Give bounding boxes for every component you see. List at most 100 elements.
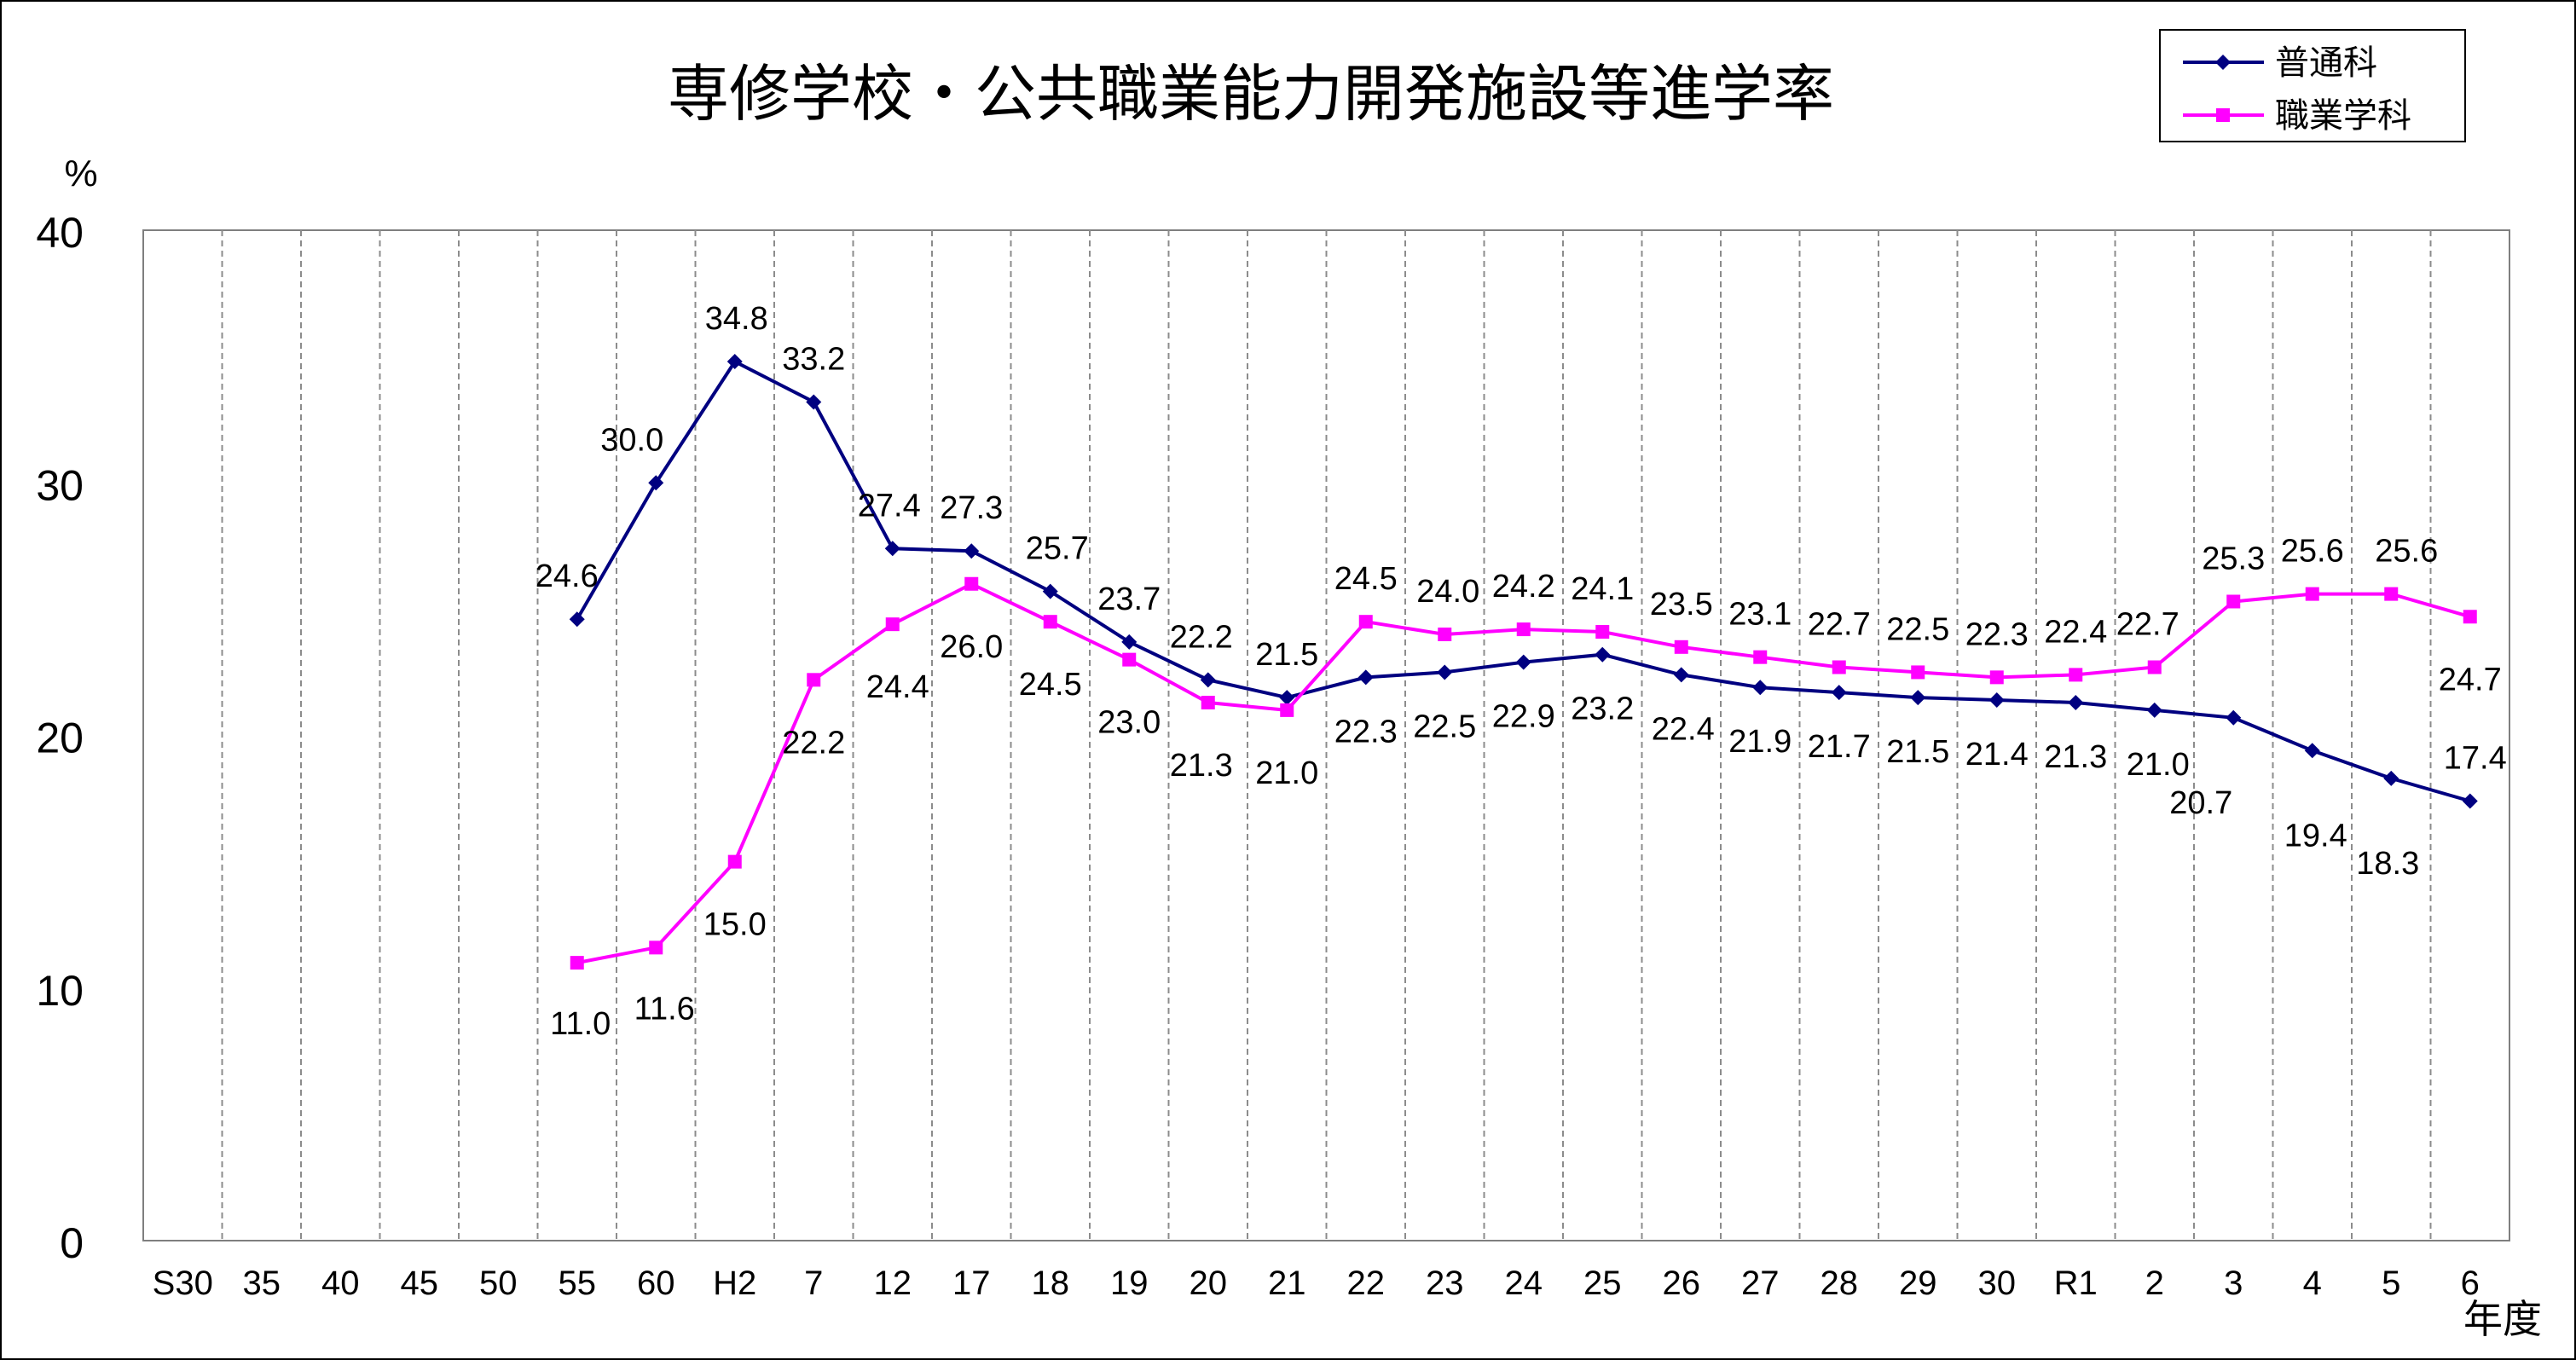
data-label: 24.7 bbox=[2439, 662, 2502, 697]
series-layer: 24.6 30.0 34.8 33.2 27.4 27.3 25.723.7 22.2 21.5… bbox=[535, 301, 2507, 1042]
grid-lines bbox=[221, 230, 2432, 1241]
legend-box bbox=[2159, 29, 2466, 142]
y-tick-label: 20 bbox=[36, 715, 84, 762]
data-label: 24.1 bbox=[1571, 571, 1634, 607]
data-point-marker bbox=[2304, 743, 2320, 759]
data-point-marker bbox=[1279, 690, 1295, 706]
data-label: 22.7 bbox=[1808, 607, 1871, 643]
y-axis: 0 10 20 30 40 bbox=[36, 209, 84, 1267]
data-point-marker bbox=[1989, 670, 2004, 685]
data-label: 26.0 bbox=[940, 629, 1003, 665]
data-point-marker bbox=[1673, 667, 1689, 683]
data-label: 23.7 bbox=[1097, 582, 1161, 617]
data-point-marker bbox=[1595, 625, 1610, 639]
x-tick-label: 45 bbox=[401, 1265, 439, 1302]
data-point-marker bbox=[2069, 668, 2083, 682]
y-tick-label: 40 bbox=[36, 209, 84, 257]
data-label: 21.3 bbox=[2044, 739, 2107, 775]
data-label: 30.0 bbox=[600, 422, 663, 458]
data-label: 24.0 bbox=[1416, 574, 1479, 610]
legend-label: 普通科 bbox=[2275, 44, 2377, 82]
data-label: 25.3 bbox=[2202, 541, 2265, 576]
data-point-marker bbox=[1121, 634, 1137, 650]
x-tick-label: 21 bbox=[1268, 1265, 1306, 1302]
data-point-marker bbox=[1911, 665, 1925, 680]
x-tick-label: 6 bbox=[2461, 1265, 2480, 1302]
x-tick-label: 18 bbox=[1032, 1265, 1070, 1302]
y-tick-label: 10 bbox=[36, 967, 84, 1015]
data-point-marker bbox=[1753, 650, 1768, 664]
x-unit-label: 年度 bbox=[2463, 1297, 2542, 1341]
data-label: 25.6 bbox=[2375, 534, 2438, 570]
data-point-marker bbox=[1674, 639, 1688, 654]
y-tick-label: 0 bbox=[60, 1219, 84, 1267]
data-point-marker bbox=[1988, 692, 2005, 709]
data-point-marker bbox=[1201, 695, 1215, 709]
x-tick-label: 7 bbox=[804, 1265, 823, 1302]
data-label: 21.7 bbox=[1808, 729, 1871, 765]
x-tick-label: 17 bbox=[952, 1265, 991, 1302]
data-point-marker bbox=[1516, 622, 1531, 637]
x-tick-label: 5 bbox=[2382, 1265, 2400, 1302]
y-unit-label: % bbox=[64, 153, 97, 194]
data-label: 18.3 bbox=[2356, 846, 2419, 882]
data-label: 22.3 bbox=[1334, 714, 1398, 749]
data-label: 23.1 bbox=[1728, 597, 1792, 633]
data-point-marker bbox=[1437, 664, 1453, 680]
data-label: 20.7 bbox=[2169, 785, 2232, 821]
x-axis: S30 35 40 45 50 55 60 H2 7 12 17 18 19 20 21 22 23 24 25 26… bbox=[153, 1265, 2480, 1302]
data-label: 33.2 bbox=[782, 341, 845, 377]
data-label: 21.3 bbox=[1170, 748, 1233, 784]
data-point-marker bbox=[1280, 703, 1294, 717]
data-point-marker bbox=[2383, 770, 2399, 786]
x-tick-label: 30 bbox=[1978, 1265, 2017, 1302]
data-point-marker bbox=[1910, 690, 1926, 706]
x-tick-label: 2 bbox=[2145, 1265, 2164, 1302]
data-point-marker bbox=[1122, 652, 1137, 667]
y-tick-label: 30 bbox=[36, 461, 84, 509]
data-point-marker bbox=[1043, 615, 1057, 629]
data-point-marker bbox=[726, 354, 743, 370]
data-point-marker bbox=[569, 611, 585, 628]
x-tick-label: 24 bbox=[1505, 1265, 1543, 1302]
data-label: 21.0 bbox=[1255, 755, 1318, 791]
x-tick-label: R1 bbox=[2054, 1265, 2098, 1302]
x-tick-label: 19 bbox=[1110, 1265, 1149, 1302]
x-tick-label: H2 bbox=[713, 1265, 756, 1302]
data-label: 27.3 bbox=[940, 490, 1003, 526]
data-point-marker bbox=[2068, 694, 2084, 710]
x-tick-label: 12 bbox=[874, 1265, 912, 1302]
data-point-marker bbox=[2226, 594, 2241, 609]
data-label: 24.5 bbox=[1019, 667, 1082, 703]
data-label: 22.4 bbox=[2044, 614, 2107, 650]
data-point-marker bbox=[806, 394, 822, 410]
x-tick-label: 26 bbox=[1663, 1265, 1701, 1302]
x-tick-label: 22 bbox=[1347, 1265, 1386, 1302]
data-point-marker bbox=[2147, 660, 2162, 674]
data-label: 22.3 bbox=[1965, 616, 2029, 652]
data-point-marker bbox=[1358, 615, 1373, 629]
data-point-marker bbox=[2462, 793, 2478, 809]
x-tick-label: 60 bbox=[637, 1265, 675, 1302]
data-label: 21.9 bbox=[1728, 724, 1792, 760]
data-point-marker bbox=[1595, 646, 1611, 663]
data-label: 11.0 bbox=[550, 1006, 611, 1042]
data-label: 24.2 bbox=[1492, 569, 1555, 605]
data-label: 22.7 bbox=[2116, 607, 2179, 643]
data-point-marker bbox=[2146, 702, 2162, 718]
data-label: 24.4 bbox=[866, 669, 929, 705]
x-tick-label: S30 bbox=[153, 1265, 213, 1302]
data-label: 27.4 bbox=[858, 488, 921, 524]
x-tick-label: 35 bbox=[243, 1265, 281, 1302]
data-point-marker bbox=[727, 854, 742, 869]
data-label: 24.6 bbox=[535, 558, 599, 594]
x-tick-label: 27 bbox=[1741, 1265, 1780, 1302]
data-label: 21.5 bbox=[1255, 637, 1318, 673]
x-tick-label: 50 bbox=[479, 1265, 518, 1302]
data-point-marker bbox=[884, 541, 900, 557]
series-general: 24.6 30.0 34.8 33.2 27.4 27.3 25.723.7 22.2 21.5… bbox=[535, 301, 2507, 882]
data-point-marker bbox=[2226, 709, 2242, 726]
data-point-marker bbox=[649, 940, 663, 955]
